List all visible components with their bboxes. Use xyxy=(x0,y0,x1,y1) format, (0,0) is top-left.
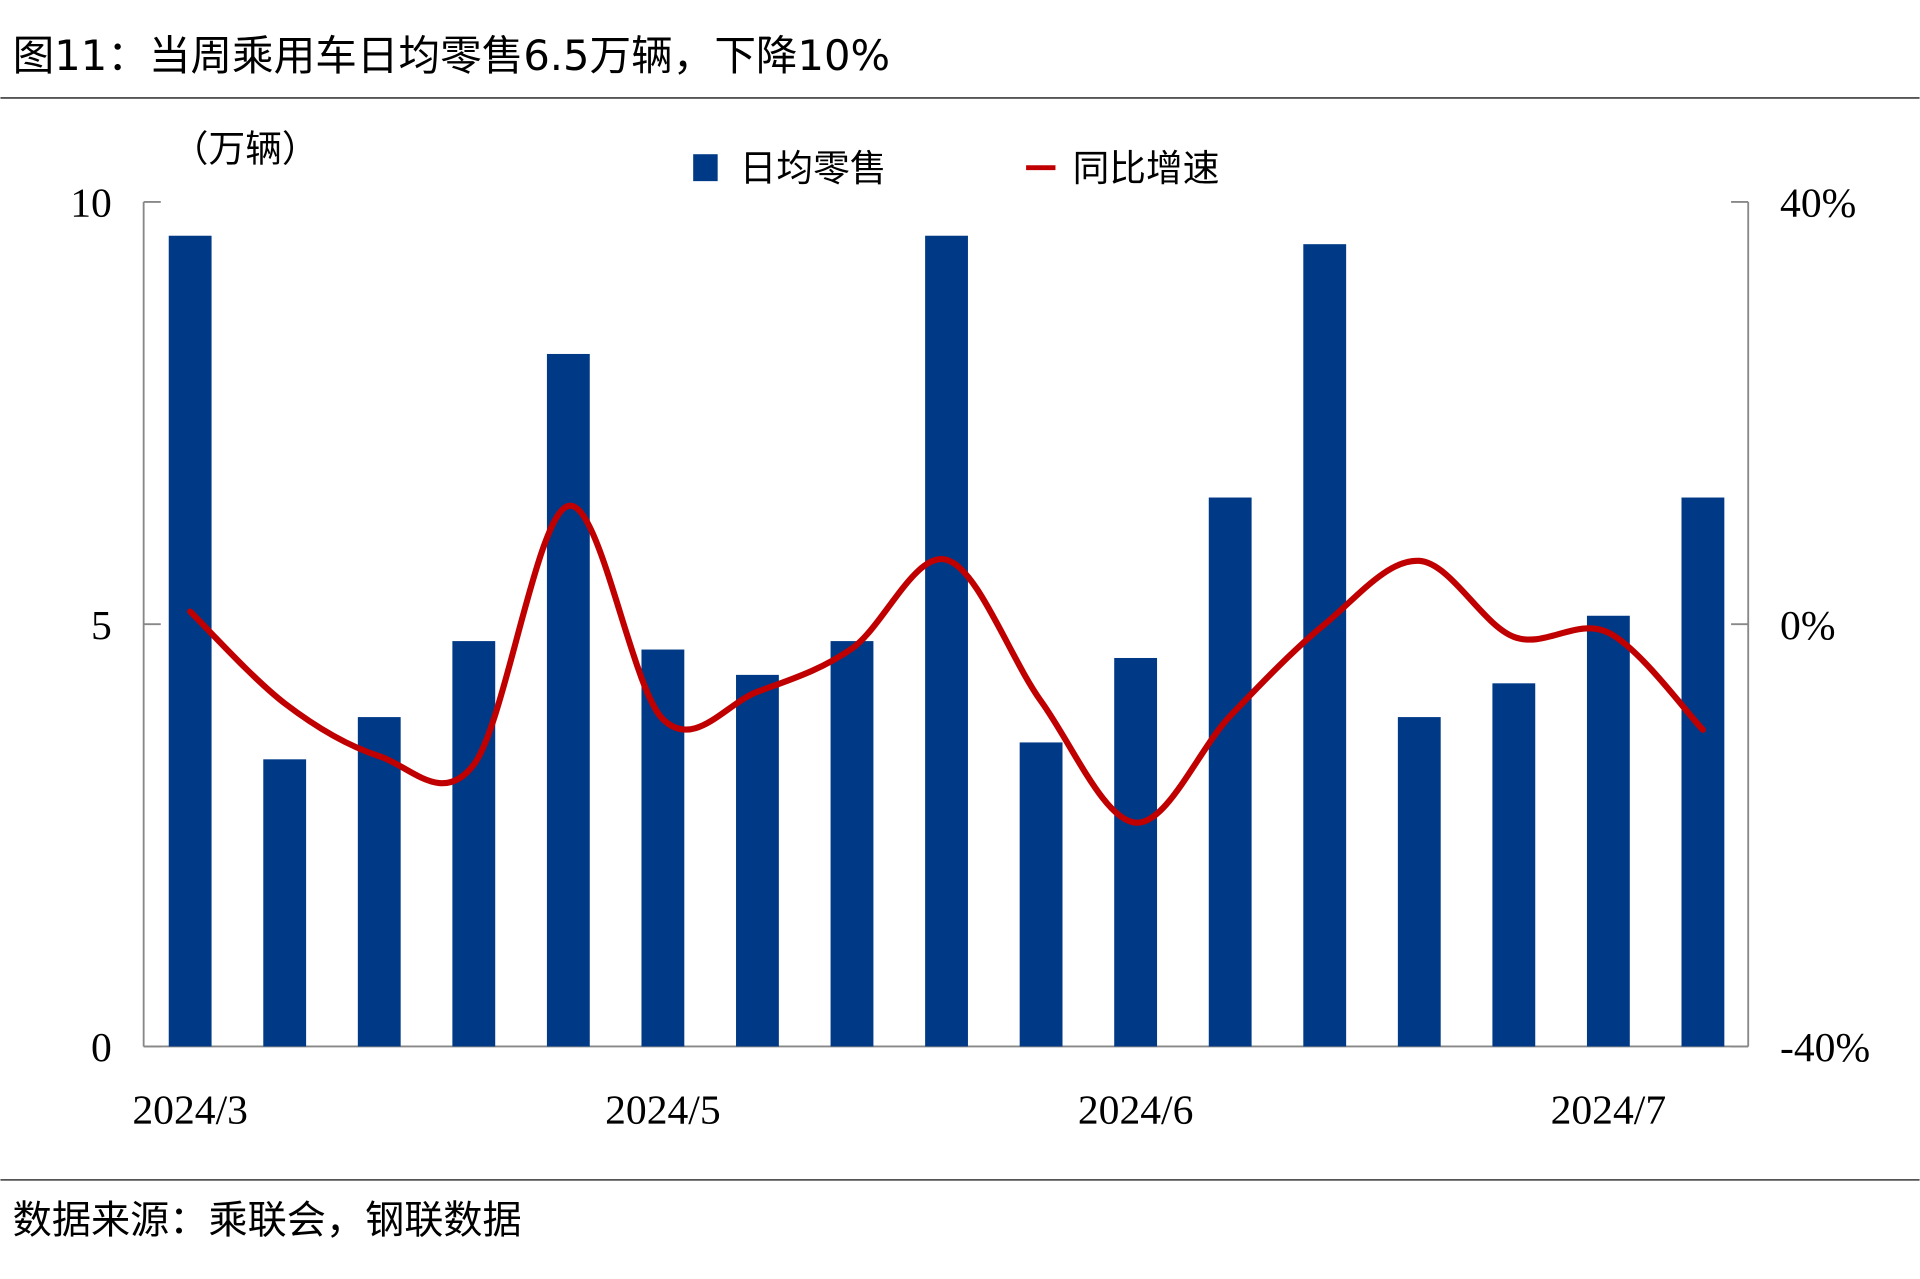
left-tick-label: 10 xyxy=(70,181,112,227)
right-tick-label: -40% xyxy=(1780,1025,1870,1071)
tick-labels: 0 5 10 -40% 0% 40% 2024/3 2024/5 2024/6 2024/7 xyxy=(70,181,1870,1134)
legend-bar-label: 日均零售 xyxy=(740,147,887,190)
bar xyxy=(168,235,212,1047)
bar xyxy=(925,235,968,1047)
bar xyxy=(1397,717,1441,1047)
right-tick-label: 40% xyxy=(1780,181,1856,227)
bar xyxy=(263,759,307,1047)
bar xyxy=(1681,497,1725,1047)
legend-line-label: 同比增速 xyxy=(1073,147,1220,190)
bar xyxy=(1114,657,1158,1047)
bar xyxy=(736,674,779,1047)
axes xyxy=(142,201,1750,1048)
legend-bar-swatch xyxy=(693,154,718,182)
bar xyxy=(546,353,590,1047)
left-tick-label: 5 xyxy=(91,603,112,649)
left-tick-label: 0 xyxy=(91,1025,112,1071)
bar xyxy=(1303,244,1347,1047)
x-tick-label: 2024/5 xyxy=(605,1088,721,1134)
bar xyxy=(452,641,496,1047)
source-note: 数据来源：乘联会，钢联数据 xyxy=(13,1199,522,1244)
bar xyxy=(1586,615,1630,1047)
chart-title: 图11：当周乘用车日均零售6.5万辆，下降10% xyxy=(13,31,890,80)
bar xyxy=(1019,742,1063,1047)
bar xyxy=(1492,683,1536,1047)
x-tick-label: 2024/3 xyxy=(132,1088,248,1134)
right-tick-label: 0% xyxy=(1780,603,1835,649)
legend: 日均零售 同比增速 xyxy=(693,147,1219,190)
unit-label: （万辆） xyxy=(172,129,319,170)
x-tick-label: 2024/6 xyxy=(1078,1088,1194,1134)
bar xyxy=(357,717,401,1047)
bars xyxy=(168,235,1725,1047)
bar xyxy=(1208,497,1252,1047)
bar xyxy=(830,641,874,1047)
bar xyxy=(641,649,685,1047)
x-tick-label: 2024/7 xyxy=(1551,1088,1667,1134)
yoy-growth-line xyxy=(187,502,1706,826)
